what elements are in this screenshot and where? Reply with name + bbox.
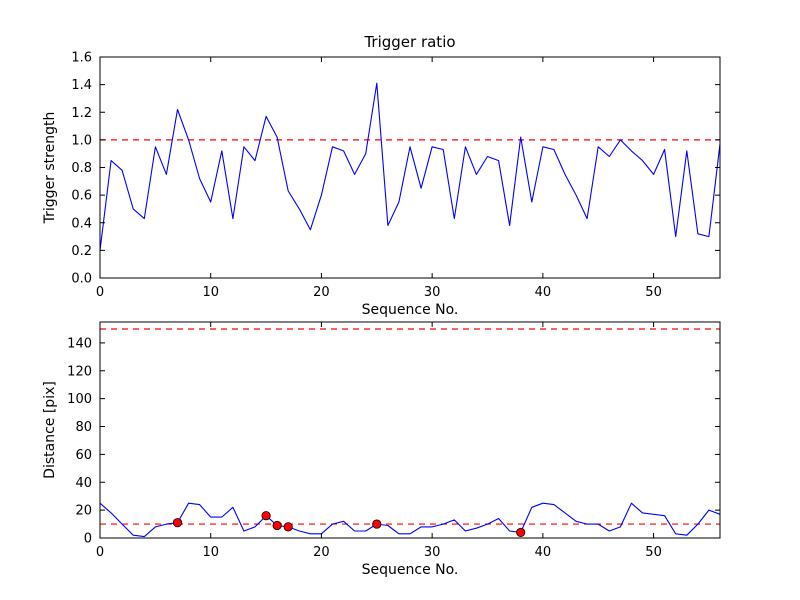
y-tick-label: 100: [67, 392, 92, 407]
y-tick-label: 1.4: [71, 78, 92, 93]
event-marker: [272, 520, 282, 531]
x-tick-label: 0: [96, 285, 104, 300]
y-tick-label: 0.0: [71, 272, 92, 287]
x-tick-label: 30: [424, 545, 441, 560]
y-axis-label: Trigger strength: [42, 112, 58, 225]
axes-frame: [99, 321, 721, 539]
event-marker: [516, 527, 526, 538]
event-marker: [372, 519, 382, 529]
event-marker: [283, 522, 293, 532]
y-tick-label: 0.2: [71, 244, 92, 259]
x-axis-label: Sequence No.: [362, 562, 459, 578]
x-axis-label: Sequence No.: [362, 302, 459, 318]
y-tick-label: 40: [75, 476, 92, 491]
x-tick-label: 10: [202, 285, 219, 300]
y-tick-label: 0: [84, 532, 92, 547]
y-tick-label: 1.6: [71, 51, 92, 66]
y-tick-label: 140: [67, 336, 92, 351]
y-tick-label: 20: [75, 504, 92, 519]
x-tick-label: 40: [535, 545, 552, 560]
y-tick-label: 1.0: [71, 133, 92, 148]
y-tick-label: 1.2: [71, 106, 92, 121]
y-tick-label: 0.6: [71, 189, 92, 204]
subplot-trigger-ratio: 0 10 20 30 40 50 0.0 0.2 0.4 0.6 0.8 1.0 1.2 1.4 1.6 Tr…: [42, 33, 721, 318]
x-tick-label: 40: [535, 285, 552, 300]
y-tick-label: 60: [75, 448, 92, 463]
y-tick-label: 80: [75, 420, 92, 435]
plot-title: Trigger ratio: [363, 33, 455, 51]
y-tick-label: 0.4: [71, 216, 92, 231]
event-marker: [172, 518, 183, 528]
y-axis-label: Distance [pix]: [42, 381, 58, 479]
data-line: [99, 502, 721, 538]
y-tick-label: 0.8: [71, 161, 92, 176]
x-tick-label: 20: [313, 285, 330, 300]
data-line: [99, 82, 721, 251]
axes-frame: [99, 56, 721, 279]
x-tick-label: 20: [313, 545, 330, 560]
x-tick-label: 50: [645, 285, 662, 300]
subplot-distance: 0 10 20 30 40 50 0 20 40 60 80 100 120 140 Sequence No…: [42, 321, 721, 578]
x-tick-label: 50: [645, 545, 662, 560]
x-tick-label: 0: [96, 545, 104, 560]
x-tick-label: 30: [424, 285, 441, 300]
event-marker: [261, 511, 271, 521]
y-tick-label: 120: [67, 364, 92, 379]
x-tick-label: 10: [202, 545, 219, 560]
